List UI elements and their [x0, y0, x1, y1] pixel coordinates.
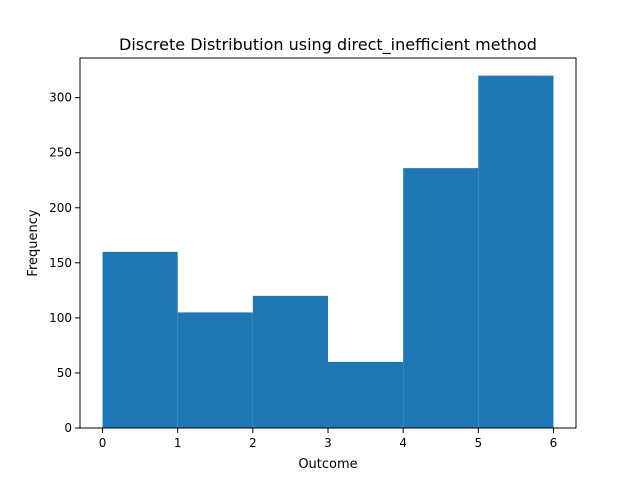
histogram-bar-5	[478, 75, 554, 428]
y-tick-label: 250	[49, 146, 72, 160]
histogram-bar-1	[177, 312, 253, 428]
histogram-bar-0	[102, 251, 178, 428]
histogram-bar-3	[328, 361, 404, 428]
y-tick-label: 100	[49, 311, 72, 325]
x-axis-ticks: 0 1 2 3 4 5 6	[99, 428, 558, 450]
x-axis-label: Outcome	[298, 457, 357, 472]
x-tick-label: 1	[174, 436, 182, 450]
y-tick-label: 50	[57, 366, 72, 380]
x-tick-label: 2	[249, 436, 257, 450]
x-tick-label: 5	[474, 436, 482, 450]
y-axis-ticks: 0 50 100 150 200 250 300	[49, 91, 80, 435]
y-tick-label: 150	[49, 256, 72, 270]
y-tick-label: 300	[49, 91, 72, 105]
x-tick-label: 4	[399, 436, 407, 450]
plot-frame	[79, 57, 577, 429]
histogram-bar-2	[252, 295, 328, 428]
x-tick-label: 0	[99, 436, 107, 450]
y-axis-label: Frequency	[26, 209, 41, 276]
y-tick-label: 0	[64, 421, 72, 435]
x-tick-label: 6	[550, 436, 558, 450]
chart-title: Discrete Distribution using direct_ineff…	[119, 35, 537, 55]
y-tick-label: 200	[49, 201, 72, 215]
histogram-bar-4	[403, 168, 479, 428]
bars-group	[102, 75, 554, 428]
x-tick-label: 3	[324, 436, 332, 450]
